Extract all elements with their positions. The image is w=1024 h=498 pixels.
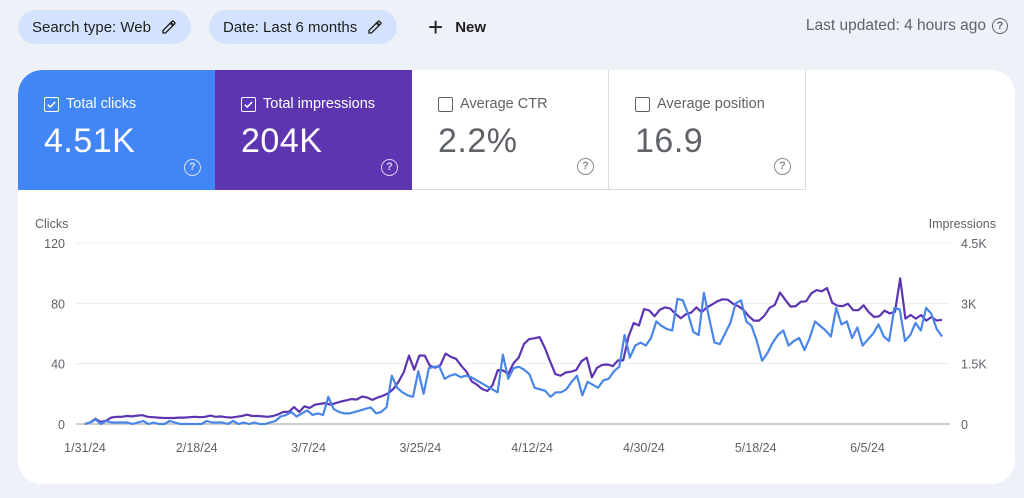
checkbox-checked-icon[interactable] (44, 96, 59, 112)
x-tick-label: 2/18/24 (176, 441, 218, 455)
last-updated-text: Last updated: 4 hours ago (805, 17, 986, 34)
filter-bar: Search type: Web Date: Last 6 months + N… (0, 0, 1024, 56)
filter-chip-label: Search type: Web (32, 18, 151, 36)
y-axis-left: 0 40 80 120 (44, 237, 65, 432)
metric-value: 16.9 (635, 122, 704, 160)
filter-chip-search-type[interactable]: Search type: Web (18, 10, 191, 44)
series-line-clicks (84, 291, 943, 426)
pencil-icon (162, 20, 176, 34)
metric-label: Average CTR (460, 96, 548, 112)
y-right-tick-label: 4.5K (961, 237, 987, 251)
help-icon[interactable]: ? (992, 18, 1008, 34)
metric-average-position[interactable]: Average position 16.9 ? (609, 70, 806, 190)
metric-tabs: Total clicks 4.51K ? Total impressions 2… (18, 70, 806, 190)
x-tick-label: 4/30/24 (623, 441, 665, 455)
metric-label: Total clicks (66, 96, 137, 112)
y-right-axis-title: Impressions (929, 217, 996, 231)
y-left-tick-label: 0 (58, 418, 65, 432)
series-line-impressions (84, 277, 943, 426)
checkbox-unchecked-icon[interactable] (635, 96, 650, 112)
metric-total-clicks[interactable]: Total clicks 4.51K ? (18, 70, 215, 190)
x-tick-label: 1/31/24 (64, 441, 106, 455)
y-left-tick-label: 80 (51, 297, 65, 311)
series-lines (84, 277, 943, 426)
help-icon[interactable]: ? (577, 158, 594, 175)
help-icon[interactable]: ? (381, 159, 398, 176)
x-tick-label: 3/25/24 (399, 441, 441, 455)
performance-chart: 0 40 80 120 0 1.5K 3K 4.5K 1/31/24 2/18/24 3/7/2… (18, 190, 1015, 484)
x-axis: 1/31/24 2/18/24 3/7/24 3/25/24 4/12/24 4/30/2… (64, 441, 885, 455)
x-tick-label: 5/18/24 (735, 441, 777, 455)
checkbox-checked-icon[interactable] (241, 96, 256, 112)
y-right-tick-label: 1.5K (961, 358, 987, 372)
filter-chip-date[interactable]: Date: Last 6 months (209, 10, 398, 44)
metric-value: 204K (241, 122, 323, 160)
metric-value: 2.2% (438, 122, 518, 160)
metric-label: Total impressions (263, 96, 376, 112)
x-tick-label: 4/12/24 (511, 441, 553, 455)
metric-value: 4.51K (44, 122, 136, 160)
line-chart: 0 40 80 120 0 1.5K 3K 4.5K 1/31/24 2/18/24 3/7/2… (35, 217, 996, 455)
last-updated: Last updated: 4 hours ago ? (806, 17, 1008, 35)
y-left-axis-title: Clicks (35, 217, 68, 231)
performance-card: Total clicks 4.51K ? Total impressions 2… (18, 70, 1015, 484)
plus-icon: + (428, 12, 444, 42)
y-right-tick-label: 0 (961, 418, 968, 432)
grid-lines (76, 242, 950, 425)
help-icon[interactable]: ? (774, 158, 791, 175)
x-tick-label: 3/7/24 (291, 441, 326, 455)
metric-average-ctr[interactable]: Average CTR 2.2% ? (412, 70, 609, 190)
filter-chip-label: Date: Last 6 months (223, 18, 358, 36)
y-right-tick-label: 3K (961, 297, 977, 311)
help-icon[interactable]: ? (184, 159, 201, 176)
metric-label: Average position (657, 96, 765, 112)
y-left-tick-label: 120 (44, 237, 65, 251)
new-filter-button[interactable]: + New (428, 10, 486, 44)
y-left-tick-label: 40 (51, 358, 65, 372)
y-axis-right: 0 1.5K 3K 4.5K (961, 237, 987, 432)
checkbox-unchecked-icon[interactable] (438, 96, 453, 112)
pencil-icon (368, 20, 382, 34)
metric-total-impressions[interactable]: Total impressions 204K ? (215, 70, 412, 190)
x-tick-label: 6/5/24 (850, 441, 885, 455)
new-button-label: New (455, 18, 487, 36)
